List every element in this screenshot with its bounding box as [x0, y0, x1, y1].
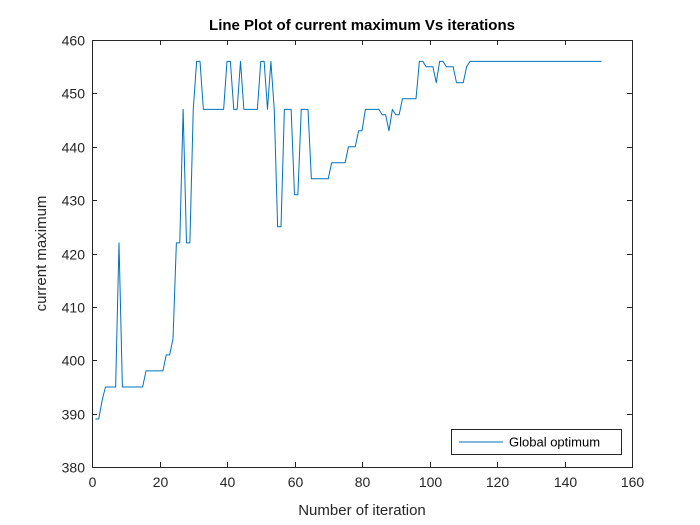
x-tick-label: 60	[288, 474, 304, 490]
plot-area	[92, 40, 632, 467]
y-tick-label: 410	[62, 300, 86, 316]
legend-label-global-optimum: Global optimum	[509, 435, 600, 450]
x-tick-label: 20	[153, 474, 169, 490]
y-tick-label: 400	[62, 353, 86, 369]
y-tick-label: 460	[62, 33, 86, 49]
y-tick-label: 440	[62, 140, 86, 156]
x-tick-label: 40	[220, 474, 236, 490]
legend: Global optimum	[451, 429, 622, 455]
x-tick-label: 100	[419, 474, 443, 490]
plot-frame	[92, 40, 633, 468]
chart-title: Line Plot of current maximum Vs iteratio…	[209, 17, 515, 34]
x-axis-title: Number of iteration	[298, 502, 426, 519]
y-axis-ticks: 380 390 400 410 420 430 440 450 460	[62, 33, 632, 476]
y-tick-label: 430	[62, 193, 86, 209]
y-tick-label: 390	[62, 407, 86, 423]
x-tick-label: 80	[355, 474, 371, 490]
series-layer	[95, 60, 602, 420]
x-axis-ticks: 0 20 40 60 80 100 120 140 160	[89, 40, 645, 490]
x-tick-label: 160	[621, 474, 645, 490]
series-line-global-optimum	[95, 60, 602, 420]
x-tick-label: 0	[89, 474, 97, 490]
y-axis-title: current maximum	[33, 196, 50, 312]
y-tick-label: 420	[62, 247, 86, 263]
y-tick-label: 450	[62, 86, 86, 102]
y-tick-label: 380	[62, 460, 86, 476]
x-tick-label: 140	[554, 474, 578, 490]
x-tick-label: 120	[486, 474, 510, 490]
